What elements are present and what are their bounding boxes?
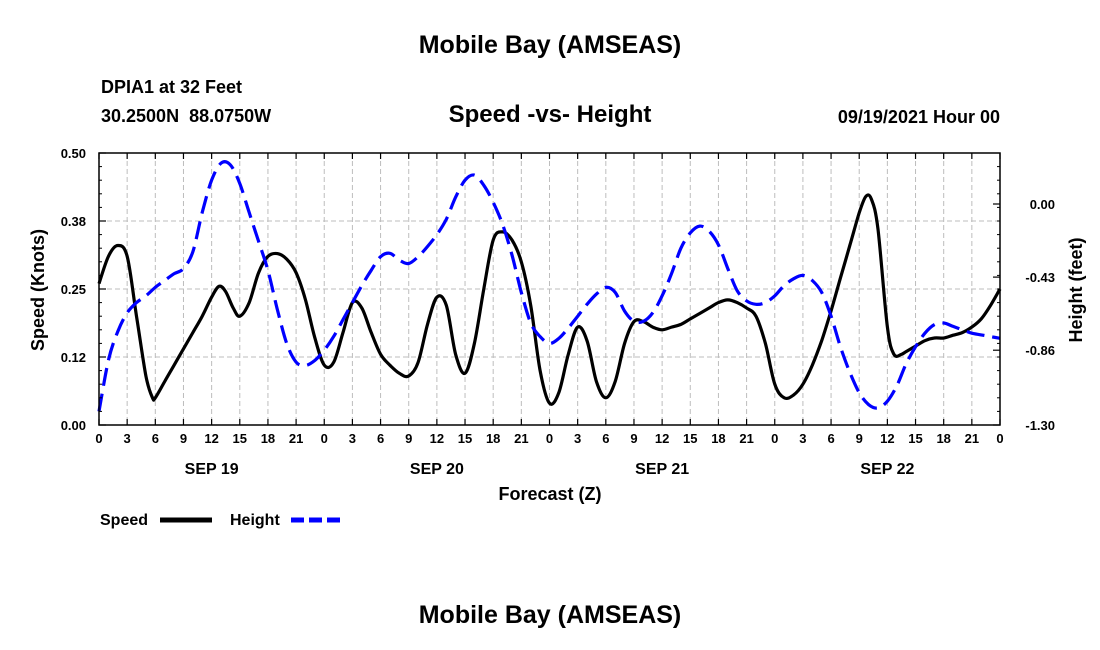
x-tick-label: 18 xyxy=(711,431,725,446)
y-right-tick-label: -1.30 xyxy=(1025,418,1055,433)
y-left-tick-label: 0.00 xyxy=(61,418,86,433)
x-tick-label: 0 xyxy=(546,431,553,446)
x-tick-label: 21 xyxy=(965,431,979,446)
y-left-tick-label: 0.38 xyxy=(61,214,86,229)
x-tick-label: 12 xyxy=(430,431,444,446)
x-tick-label: 12 xyxy=(204,431,218,446)
x-tick-label: 9 xyxy=(180,431,187,446)
labels-layer: 0 3 6 9 12 15 18 21 0 3 6 9 12 15 18 21 0 3 6 9 12 15 18 21 0 3 6 9… xyxy=(61,146,1055,478)
ticks-layer xyxy=(98,152,1001,426)
x-tick-label: 0 xyxy=(771,431,778,446)
y-right-tick-label: -0.86 xyxy=(1025,343,1055,358)
x-tick-label: 6 xyxy=(377,431,384,446)
x-tick-label: 6 xyxy=(602,431,609,446)
x-tick-label: 6 xyxy=(827,431,834,446)
x-tick-label: 15 xyxy=(458,431,472,446)
chart-title: Speed -vs- Height xyxy=(448,101,652,128)
y-axis-right-label: Height (feet) xyxy=(1066,238,1086,343)
x-tick-label: 18 xyxy=(486,431,500,446)
x-tick-label: 15 xyxy=(683,431,697,446)
coordinates-label: 30.2500N 88.0750W xyxy=(101,106,272,126)
x-tick-label: 18 xyxy=(261,431,275,446)
legend-height-label: Height xyxy=(230,512,280,529)
x-tick-label: 3 xyxy=(574,431,581,446)
day-label: SEP 19 xyxy=(185,461,239,478)
x-tick-label: 15 xyxy=(233,431,247,446)
x-tick-label: 15 xyxy=(908,431,922,446)
x-tick-label: 9 xyxy=(856,431,863,446)
x-tick-label: 6 xyxy=(152,431,159,446)
day-label: SEP 22 xyxy=(860,461,914,478)
x-tick-label: 0 xyxy=(321,431,328,446)
x-tick-label: 9 xyxy=(405,431,412,446)
x-tick-label: 12 xyxy=(655,431,669,446)
legend: Speed Height xyxy=(100,512,343,529)
x-tick-label: 3 xyxy=(799,431,806,446)
day-label: SEP 21 xyxy=(635,461,689,478)
y-right-tick-label: -0.43 xyxy=(1025,270,1055,285)
page-title-top: Mobile Bay (AMSEAS) xyxy=(418,31,682,59)
x-tick-label: 3 xyxy=(124,431,131,446)
x-tick-label: 3 xyxy=(349,431,356,446)
forecast-datetime: 09/19/2021 Hour 00 xyxy=(837,107,1000,127)
x-tick-label: 18 xyxy=(936,431,950,446)
series-line-height xyxy=(97,160,1001,412)
y-left-tick-label: 0.25 xyxy=(61,282,86,297)
page-title-bottom: Mobile Bay (AMSEAS) xyxy=(418,601,682,629)
y-axis-left-label: Speed (Knots) xyxy=(28,229,48,351)
x-tick-label: 12 xyxy=(880,431,894,446)
legend-speed-label: Speed xyxy=(100,512,148,529)
series-line-speed xyxy=(97,193,1002,406)
x-tick-label: 9 xyxy=(630,431,637,446)
x-tick-label: 21 xyxy=(289,431,303,446)
y-left-tick-label: 0.12 xyxy=(61,350,86,365)
y-right-tick-label: 0.00 xyxy=(1030,197,1055,212)
x-tick-label: 0 xyxy=(95,431,102,446)
x-tick-label: 0 xyxy=(996,431,1003,446)
day-label: SEP 20 xyxy=(410,461,464,478)
x-tick-label: 21 xyxy=(739,431,753,446)
grid-lines xyxy=(99,153,1000,425)
y-left-tick-label: 0.50 xyxy=(61,146,86,161)
station-label: DPIA1 at 32 Feet xyxy=(101,77,243,97)
x-tick-label: 21 xyxy=(514,431,528,446)
series-layer xyxy=(97,160,1002,412)
x-axis-label: Forecast (Z) xyxy=(498,484,601,504)
